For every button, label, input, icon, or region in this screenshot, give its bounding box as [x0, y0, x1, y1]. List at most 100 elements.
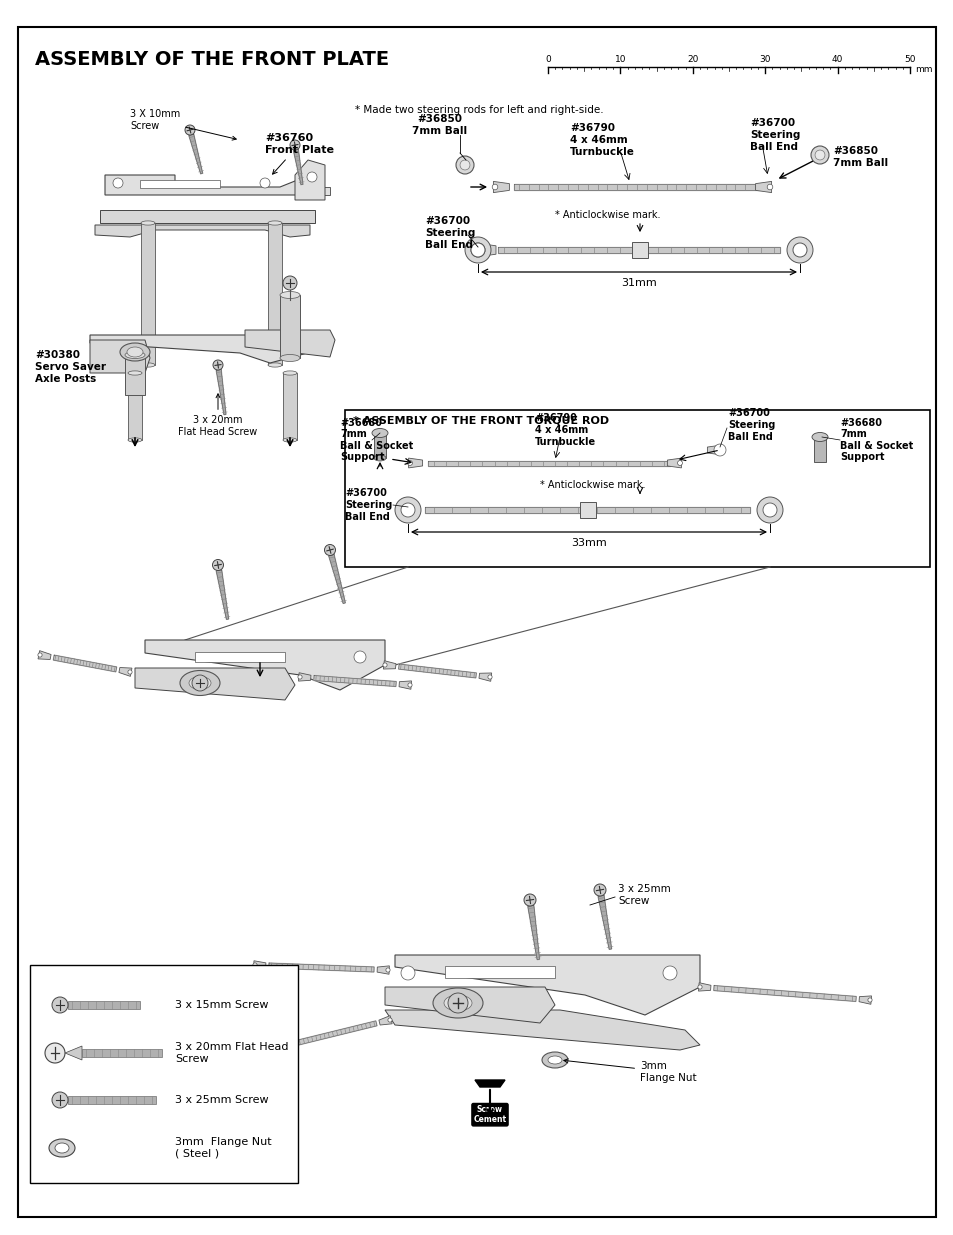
Circle shape [388, 1018, 392, 1023]
Circle shape [260, 178, 270, 188]
Bar [82, 1049, 162, 1057]
Polygon shape [527, 905, 539, 960]
Bar [444, 966, 555, 978]
Text: 40: 40 [831, 56, 842, 64]
Polygon shape [497, 247, 780, 253]
Text: Screw
Cement: Screw Cement [473, 1105, 506, 1124]
Polygon shape [269, 963, 374, 972]
Polygon shape [245, 330, 335, 357]
Circle shape [786, 237, 812, 263]
Polygon shape [378, 1015, 392, 1025]
Ellipse shape [280, 354, 299, 362]
Polygon shape [38, 651, 51, 659]
Ellipse shape [189, 677, 211, 689]
Text: 33mm: 33mm [571, 538, 606, 548]
Text: 3 x 25mm Screw: 3 x 25mm Screw [174, 1095, 269, 1105]
Text: * Anticlockwise mark.: * Anticlockwise mark. [555, 210, 659, 220]
Polygon shape [428, 461, 669, 466]
Text: #36790
4 x 46mm
Turnbuckle: #36790 4 x 46mm Turnbuckle [535, 414, 596, 447]
Polygon shape [135, 668, 294, 700]
Circle shape [400, 503, 415, 517]
Text: 10: 10 [614, 56, 625, 64]
Circle shape [213, 359, 223, 370]
Circle shape [38, 653, 42, 657]
Polygon shape [493, 182, 509, 193]
Text: 31mm: 31mm [620, 278, 657, 288]
Polygon shape [280, 295, 299, 358]
Polygon shape [90, 335, 330, 363]
Polygon shape [90, 340, 150, 373]
Bar [141, 224, 154, 366]
Circle shape [408, 683, 412, 687]
Polygon shape [755, 182, 771, 193]
Ellipse shape [128, 438, 142, 442]
Text: 3 X 10mm
Screw: 3 X 10mm Screw [130, 109, 236, 140]
Text: 0: 0 [544, 56, 550, 64]
Ellipse shape [283, 370, 296, 375]
Circle shape [471, 243, 484, 257]
Polygon shape [478, 673, 491, 682]
Ellipse shape [127, 347, 143, 357]
Polygon shape [476, 243, 496, 257]
Ellipse shape [141, 363, 154, 367]
Circle shape [762, 503, 776, 517]
Text: 3mm
Flange Nut: 3mm Flange Nut [563, 1058, 696, 1083]
Bar [631, 242, 647, 258]
Polygon shape [293, 1021, 376, 1046]
Text: 50: 50 [903, 56, 915, 64]
Text: #36680
7mm
Ball & Socket
Support: #36680 7mm Ball & Socket Support [840, 417, 912, 462]
Ellipse shape [443, 995, 472, 1011]
Circle shape [867, 998, 871, 1002]
Text: * ASSEMBLY OF THE FRONT TORQUE ROD: * ASSEMBLY OF THE FRONT TORQUE ROD [353, 415, 608, 425]
Text: mm: mm [914, 64, 931, 74]
Circle shape [283, 275, 296, 290]
Circle shape [698, 984, 701, 989]
Text: #30380
Servo Saver
Axle Posts: #30380 Servo Saver Axle Posts [35, 351, 106, 384]
Polygon shape [95, 225, 310, 237]
Polygon shape [145, 640, 385, 690]
Polygon shape [395, 955, 700, 1015]
Ellipse shape [125, 352, 145, 358]
Polygon shape [105, 175, 310, 195]
Polygon shape [385, 987, 555, 1023]
Text: 30: 30 [759, 56, 770, 64]
Circle shape [792, 243, 806, 257]
Polygon shape [408, 458, 422, 468]
Text: * Anticlockwise mark.: * Anticlockwise mark. [539, 480, 645, 490]
Circle shape [487, 674, 492, 679]
Bar [68, 1002, 140, 1009]
Circle shape [474, 247, 481, 253]
Circle shape [297, 674, 302, 679]
Ellipse shape [372, 429, 388, 437]
Polygon shape [398, 680, 411, 689]
Polygon shape [53, 655, 116, 672]
Bar [194, 652, 285, 662]
Ellipse shape [283, 438, 296, 442]
Circle shape [192, 676, 208, 692]
Text: #36760
Front Plate: #36760 Front Plate [265, 133, 334, 174]
Bar [30, 965, 297, 1183]
Polygon shape [65, 1046, 82, 1060]
Text: #36700
Steering
Ball End: #36700 Steering Ball End [345, 488, 392, 521]
Text: #36850
7mm Ball: #36850 7mm Ball [412, 114, 467, 136]
Ellipse shape [541, 1052, 567, 1068]
Polygon shape [598, 895, 611, 950]
Text: 3 x 20mm
Flat Head Screw: 3 x 20mm Flat Head Screw [178, 394, 257, 437]
Text: #36700
Steering
Ball End: #36700 Steering Ball End [424, 216, 475, 249]
Polygon shape [424, 508, 749, 513]
Polygon shape [277, 1042, 291, 1051]
Polygon shape [514, 184, 760, 190]
Circle shape [492, 184, 497, 190]
Circle shape [464, 237, 491, 263]
Polygon shape [858, 995, 871, 1004]
Circle shape [662, 966, 677, 981]
Polygon shape [125, 354, 145, 395]
Circle shape [213, 559, 223, 571]
Text: 3 x 15mm Screw: 3 x 15mm Screw [174, 1000, 268, 1010]
Circle shape [52, 997, 68, 1013]
Polygon shape [298, 673, 311, 680]
Ellipse shape [55, 1144, 69, 1153]
Circle shape [277, 1045, 282, 1049]
Circle shape [456, 156, 474, 174]
Ellipse shape [811, 432, 827, 441]
